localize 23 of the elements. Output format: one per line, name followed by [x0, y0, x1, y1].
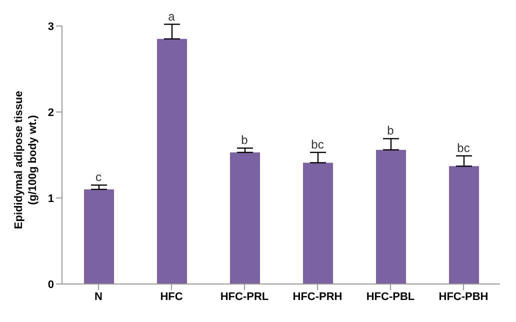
x-tick-label: HFC-PBH	[438, 290, 488, 303]
bar	[376, 150, 406, 284]
x-tick-label: N	[94, 290, 103, 303]
y-tick-label: 2	[48, 106, 54, 119]
y-tick-label: 0	[48, 278, 54, 291]
annotation: bc	[311, 137, 324, 152]
x-tick-label: HFC	[160, 290, 183, 303]
bar	[449, 166, 479, 284]
bar	[303, 162, 333, 284]
annotation: c	[96, 170, 102, 184]
bar	[157, 38, 187, 284]
annotation: b	[387, 124, 394, 138]
x-tick-label: HFC-PRL	[220, 290, 269, 303]
y-tick-label: 1	[48, 192, 54, 205]
x-tick-label: HFC-PRH	[292, 290, 342, 303]
y-axis-title: Epididymal adipose tissue (g/100g body wt.)	[13, 90, 39, 230]
bar	[84, 189, 114, 284]
x-tick-label: HFC-PBL	[366, 290, 415, 303]
annotation: a	[168, 9, 176, 24]
y-tick-label: 3	[48, 20, 54, 33]
annotation: b	[241, 133, 248, 148]
annotation: bc	[457, 140, 470, 155]
bar	[230, 152, 260, 284]
